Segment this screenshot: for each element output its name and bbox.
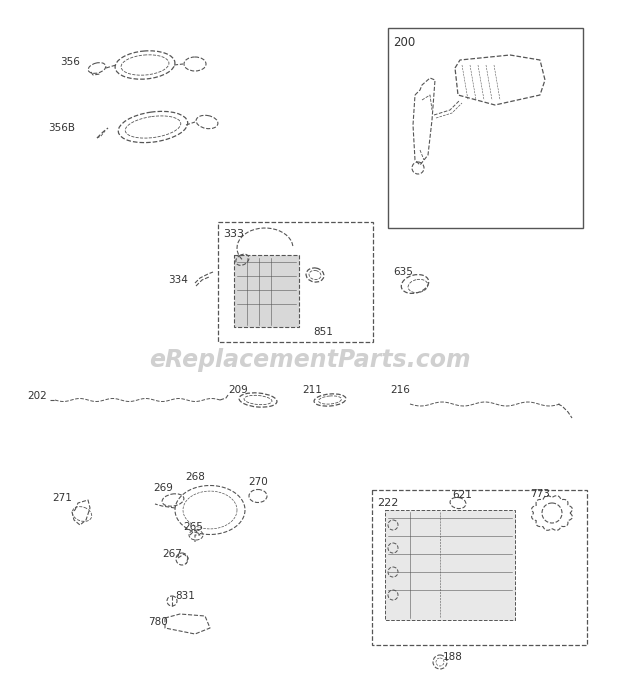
Text: 851: 851	[313, 327, 333, 337]
Bar	[388, 28, 583, 228]
Text: 222: 222	[377, 498, 399, 508]
Text: 269: 269	[153, 483, 173, 493]
Text: 621: 621	[452, 490, 472, 500]
Text: 209: 209	[228, 385, 248, 395]
Bar	[385, 510, 515, 620]
Text: 202: 202	[27, 391, 46, 401]
Text: 831: 831	[175, 591, 195, 601]
Text: 267: 267	[162, 549, 182, 559]
Text: 773: 773	[530, 489, 550, 499]
Text: 635: 635	[393, 267, 413, 277]
Bar	[234, 255, 299, 327]
Text: 356: 356	[60, 57, 80, 67]
Text: 356B: 356B	[48, 123, 75, 133]
Text: 200: 200	[393, 35, 415, 49]
Text: 265: 265	[183, 522, 203, 532]
Bar	[372, 490, 587, 645]
Text: 211: 211	[302, 385, 322, 395]
Text: 271: 271	[52, 493, 72, 503]
Text: 188: 188	[443, 652, 463, 662]
Text: 216: 216	[390, 385, 410, 395]
Text: 270: 270	[248, 477, 268, 487]
Text: 333: 333	[223, 229, 244, 239]
Text: 268: 268	[185, 472, 205, 482]
Text: eReplacementParts.com: eReplacementParts.com	[149, 348, 471, 372]
Text: 780: 780	[148, 617, 168, 627]
Text: 334: 334	[168, 275, 188, 285]
Bar	[218, 222, 373, 342]
